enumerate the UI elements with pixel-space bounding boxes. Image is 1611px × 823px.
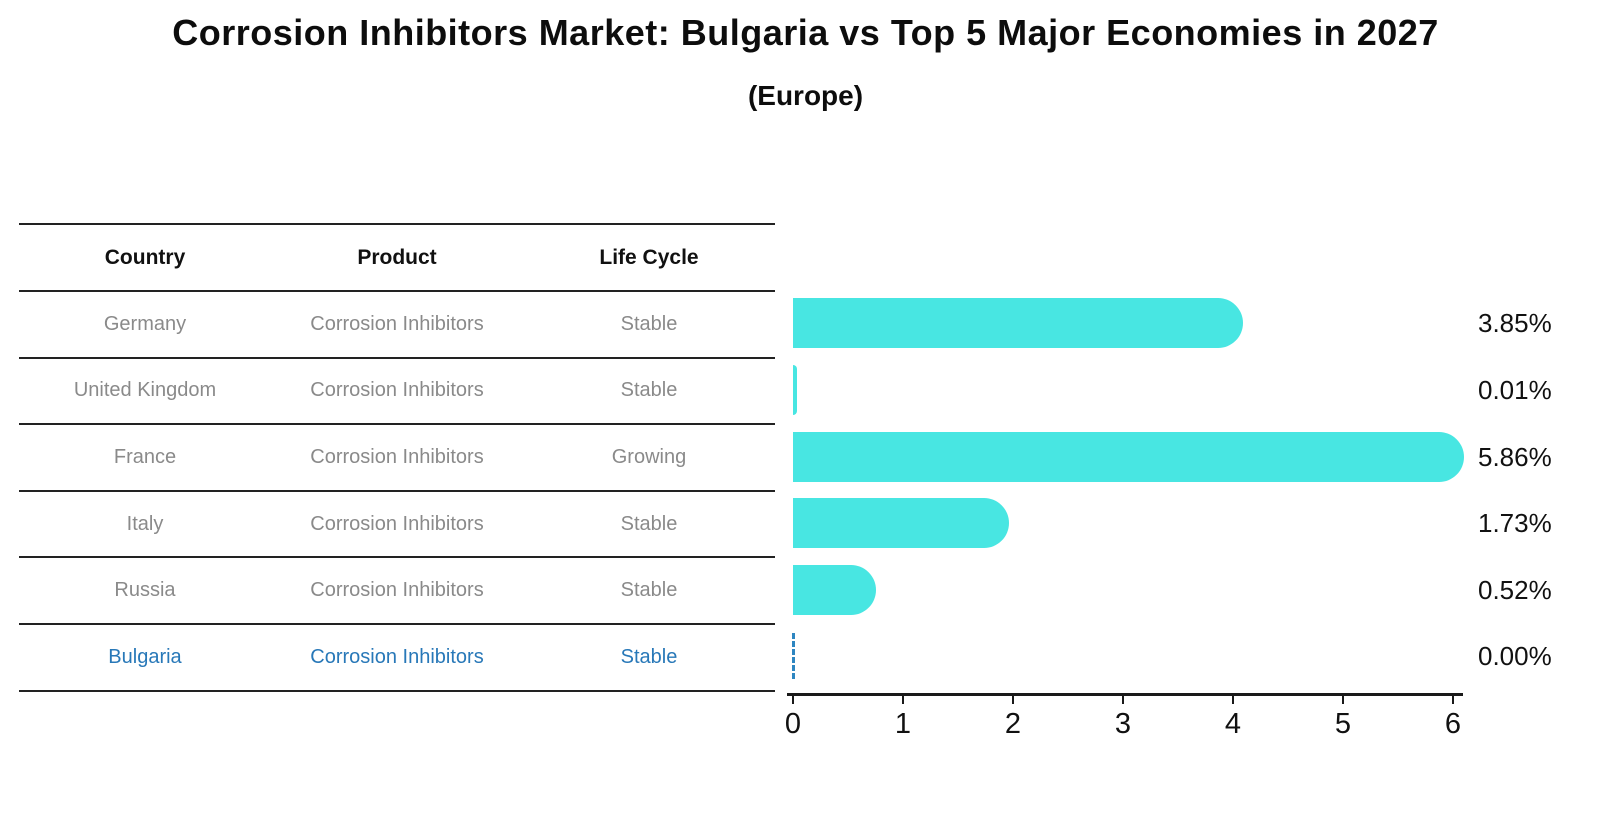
table-cell-product: Corrosion Inhibitors	[310, 512, 484, 535]
table-cell-country: Bulgaria	[108, 645, 182, 668]
table-cell-product: Corrosion Inhibitors	[310, 379, 484, 402]
bar-russia	[793, 564, 877, 615]
x-axis-tick-label: 0	[784, 708, 802, 740]
table-cell-country: Russia	[114, 579, 176, 602]
table-cell-country: United Kingdom	[73, 379, 217, 402]
table-row: France Corrosion Inhibitors Growing	[19, 425, 775, 492]
table-cell-life-cycle: Growing	[611, 445, 687, 468]
bar-value-label: 0.01%	[1478, 374, 1552, 405]
table-cell-product: Corrosion Inhibitors	[310, 645, 484, 668]
bar-value-label: 0.52%	[1478, 574, 1552, 605]
bar-value-label: 3.85%	[1478, 308, 1552, 339]
table-cell-life-cycle: Stable	[620, 312, 678, 335]
table-cell-product: Corrosion Inhibitors	[310, 579, 484, 602]
x-axis-tick	[792, 696, 794, 704]
table-row: Bulgaria Corrosion Inhibitors Stable	[19, 625, 775, 692]
table-cell-life-cycle: Stable	[620, 645, 678, 668]
x-axis-tick	[1342, 696, 1344, 704]
chart-title: Corrosion Inhibitors Market: Bulgaria vs…	[172, 12, 1439, 53]
bar-italy	[793, 498, 1010, 549]
chart-subtitle: (Europe)	[747, 80, 864, 111]
table-row: Italy Corrosion Inhibitors Stable	[19, 492, 775, 559]
table-header-cell: Life Cycle	[599, 245, 699, 269]
bar-germany	[793, 298, 1243, 349]
table-header-cell: Product	[357, 245, 437, 269]
table-header-row: Country Product Life Cycle	[19, 225, 775, 292]
table-cell-life-cycle: Stable	[620, 512, 678, 535]
x-axis-tick-label: 6	[1444, 708, 1462, 740]
bar-value-label: 0.00%	[1478, 641, 1552, 672]
table-cell-country: France	[113, 445, 177, 468]
table-cell-country: Italy	[126, 512, 164, 535]
table-cell-product: Corrosion Inhibitors	[310, 312, 484, 335]
bar-value-label: 1.73%	[1478, 508, 1552, 539]
table-cell-life-cycle: Stable	[620, 579, 678, 602]
table-row: Germany Corrosion Inhibitors Stable	[19, 292, 775, 359]
table-cell-life-cycle: Stable	[620, 379, 678, 402]
x-axis-line	[787, 693, 1463, 696]
x-axis-tick	[1012, 696, 1014, 704]
country-table: Country Product Life Cycle Germany Corrosion…	[19, 223, 775, 692]
x-axis-tick-label: 1	[894, 708, 912, 740]
x-axis-tick-label: 2	[1004, 708, 1022, 740]
bar-france	[793, 431, 1464, 482]
x-axis-tick	[1122, 696, 1124, 704]
table-cell-country: Germany	[103, 312, 187, 335]
table-header-cell: Country	[104, 245, 186, 269]
table-cell-product: Corrosion Inhibitors	[310, 445, 484, 468]
x-axis-tick	[902, 696, 904, 704]
x-axis-tick-label: 4	[1224, 708, 1242, 740]
x-axis-tick	[1452, 696, 1454, 704]
bar-value-label: 5.86%	[1478, 441, 1552, 472]
bar-united-kingdom	[793, 364, 797, 415]
x-axis-tick-label: 3	[1114, 708, 1132, 740]
table-row: Russia Corrosion Inhibitors Stable	[19, 558, 775, 625]
x-axis-tick	[1232, 696, 1234, 704]
table-row: United Kingdom Corrosion Inhibitors Stable	[19, 359, 775, 426]
zero-value-dashed-bar	[792, 633, 795, 680]
x-axis-tick-label: 5	[1334, 708, 1352, 740]
